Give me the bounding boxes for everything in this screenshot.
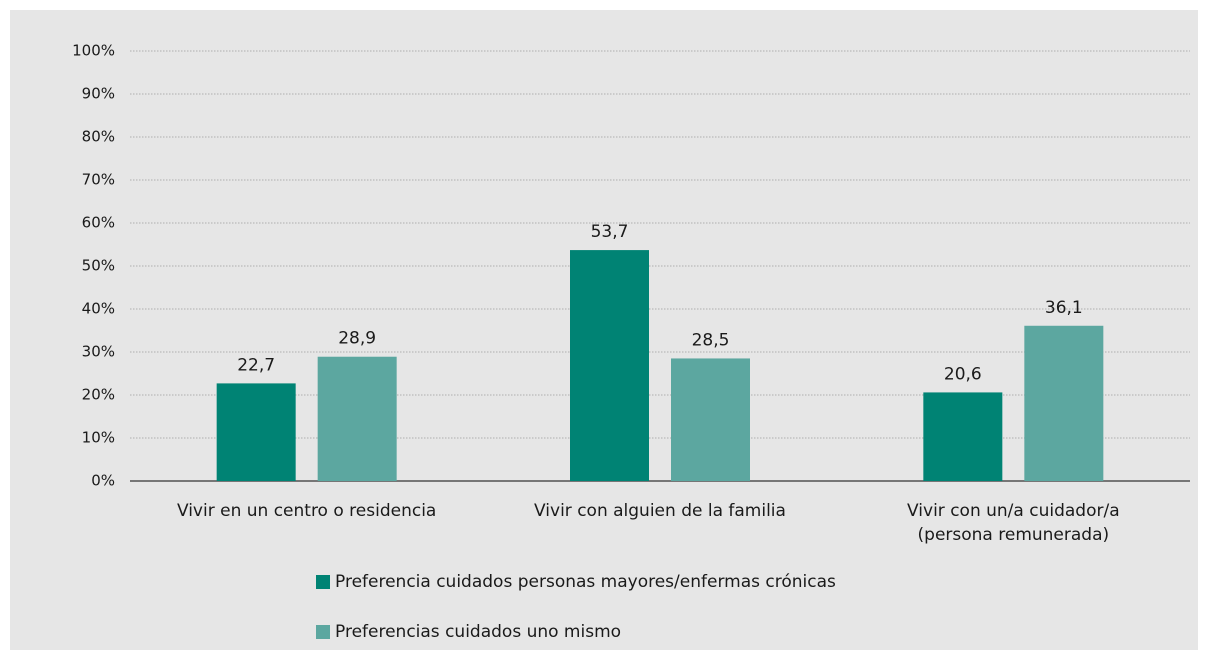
data-label: 36,1 [1045, 298, 1083, 318]
y-tick-label: 0% [91, 472, 115, 490]
y-tick-label: 20% [82, 386, 115, 404]
bar [570, 250, 649, 481]
legend-label: Preferencia cuidados personas mayores/en… [335, 572, 836, 592]
x-tick-label: Vivir en un centro o residencia [176, 501, 437, 521]
y-tick-label: 10% [82, 429, 115, 447]
y-tick-label: 50% [82, 257, 115, 275]
bar [671, 358, 750, 481]
data-label: 28,5 [692, 330, 730, 350]
bar [216, 383, 296, 481]
legend-label: Preferencias cuidados uno mismo [335, 622, 621, 642]
y-tick-label: 40% [82, 300, 115, 318]
legend-swatch [316, 575, 330, 589]
y-tick-label: 80% [82, 128, 115, 146]
x-tick-label: Vivir con alguien de la familia [534, 501, 786, 521]
data-label: 53,7 [591, 222, 629, 242]
y-tick-label: 100% [72, 42, 115, 60]
data-label: 20,6 [944, 364, 982, 384]
data-label: 22,7 [237, 355, 275, 375]
legend-swatch [316, 625, 330, 639]
bar [923, 392, 1003, 481]
y-tick-label: 60% [82, 214, 115, 232]
x-tick-label: Vivir con un/a cuidador/a (persona remun… [907, 501, 1120, 545]
y-tick-label: 90% [82, 85, 115, 103]
y-tick-label: 70% [82, 171, 115, 189]
bar [317, 356, 397, 481]
bar [1024, 325, 1104, 481]
y-tick-label: 30% [82, 343, 115, 361]
data-label: 28,9 [338, 329, 376, 349]
